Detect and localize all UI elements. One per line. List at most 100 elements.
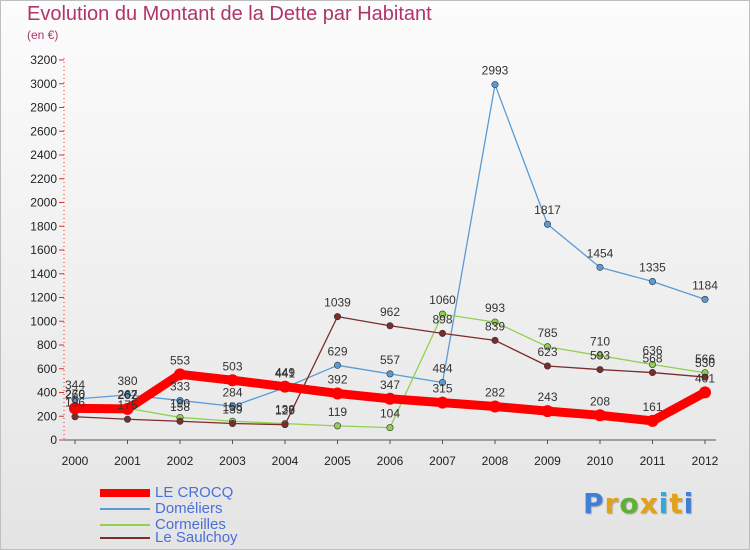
data-label: 785 (537, 326, 557, 340)
legend-swatch-domeliers (100, 508, 150, 510)
data-point (229, 419, 237, 427)
y-tick-label: 1600 (30, 243, 57, 257)
data-point (436, 396, 449, 409)
data-point (386, 322, 394, 330)
y-tick-label: 3000 (30, 77, 57, 91)
data-label: 2993 (482, 64, 509, 78)
data-label: 553 (170, 353, 190, 367)
data-point (333, 313, 341, 321)
data-point (648, 369, 656, 377)
x-tick-label: 2004 (272, 454, 299, 468)
data-point (596, 366, 604, 374)
data-point (71, 413, 79, 421)
data-label: 530 (695, 356, 715, 370)
data-label: 503 (222, 359, 242, 373)
data-label: 158 (170, 400, 190, 414)
data-label: 347 (380, 378, 400, 392)
data-point (594, 409, 606, 422)
legend-swatch-cormeilles (100, 524, 150, 526)
data-point (541, 405, 554, 418)
data-label: 196 (65, 396, 85, 410)
data-point (69, 402, 81, 415)
data-point (386, 370, 394, 378)
legend-item-domeliers: Doméliers (100, 500, 300, 517)
data-point (491, 81, 499, 89)
data-label: 380 (117, 374, 137, 388)
data-label: 1039 (324, 296, 351, 310)
proxiti-logo: Proxiti (583, 487, 695, 520)
data-point (701, 373, 709, 381)
data-point (646, 414, 659, 427)
data-label: 568 (642, 352, 662, 366)
data-point (701, 295, 709, 303)
data-label: 190 (170, 396, 190, 410)
data-label: 710 (590, 335, 610, 349)
data-point (331, 387, 344, 400)
data-label: 119 (328, 405, 347, 419)
data-label: 284 (222, 385, 242, 399)
data-label: 243 (537, 390, 557, 404)
data-label: 344 (65, 378, 85, 392)
data-label: 282 (485, 386, 505, 400)
data-label: 1060 (429, 293, 456, 307)
data-point (543, 362, 551, 370)
y-tick-label: 2600 (30, 124, 57, 138)
data-label: 623 (537, 345, 557, 359)
x-tick-label: 2000 (62, 454, 89, 468)
data-label: 139 (222, 402, 242, 416)
x-tick-label: 2002 (167, 454, 194, 468)
data-point (229, 402, 237, 410)
data-point (333, 361, 341, 369)
data-point (438, 379, 446, 387)
data-label: 208 (590, 394, 610, 408)
data-point (648, 360, 656, 368)
x-tick-label: 2008 (482, 454, 509, 468)
data-label: 636 (642, 343, 662, 357)
y-tick-label: 1000 (30, 314, 57, 328)
y-tick-label: 600 (37, 362, 57, 376)
data-label: 629 (327, 344, 347, 358)
data-label: 1817 (534, 203, 561, 217)
legend-label: Cormeilles (155, 516, 226, 533)
data-point (124, 391, 132, 399)
data-point (124, 415, 132, 423)
data-label: 401 (695, 371, 715, 385)
data-label: 138 (275, 403, 295, 417)
y-tick-label: 800 (37, 338, 57, 352)
data-point (543, 220, 551, 228)
data-label: 266 (65, 387, 85, 401)
data-label: 392 (327, 372, 347, 386)
legend-swatch-le-saulchoy (100, 537, 150, 539)
x-tick-label: 2011 (640, 454, 666, 468)
x-tick-label: 2010 (587, 454, 614, 468)
x-tick-label: 2003 (219, 454, 246, 468)
x-tick-label: 2006 (377, 454, 404, 468)
data-label: 593 (590, 349, 610, 363)
data-label: 1454 (587, 246, 614, 260)
data-point (438, 310, 446, 318)
data-point (596, 352, 604, 360)
data-point (333, 422, 341, 430)
chart-axes: 0 200 400 600 800 1000 1200 1400 1600 1800 2000 220… (30, 53, 718, 468)
data-point (699, 386, 711, 399)
legend-label: LE CROCQ (155, 484, 234, 501)
data-label: 333 (170, 379, 190, 393)
data-label: 270 (65, 387, 85, 401)
data-point (279, 380, 291, 393)
y-tick-label: 0 (50, 433, 57, 447)
data-label: 839 (485, 319, 505, 333)
legend-item-le-saulchoy: Le Saulchoy (100, 529, 300, 546)
data-point (438, 329, 446, 337)
y-tick-label: 400 (37, 386, 57, 400)
data-label: 161 (642, 400, 662, 414)
data-labels-layer: 344 380 333 284 441 629 557 484 2993 1817 1454 1335… (65, 64, 718, 421)
data-point (386, 424, 394, 432)
y-tick-label: 3200 (30, 53, 57, 67)
x-tick-label: 2001 (114, 454, 141, 468)
x-tick-label: 2005 (324, 454, 351, 468)
data-label: 315 (432, 382, 452, 396)
data-label: 158 (222, 400, 242, 414)
data-label: 566 (695, 352, 715, 366)
